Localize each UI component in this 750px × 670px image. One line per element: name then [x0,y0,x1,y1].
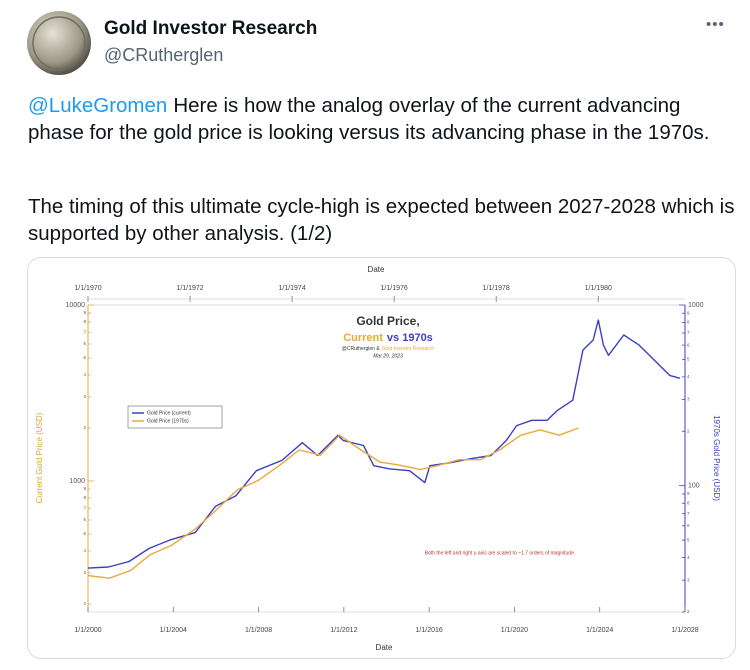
x-tick-label: 1/1/2028 [671,627,698,634]
post-text: The timing of this ultimate cycle-high i… [28,193,738,247]
y-tick-label: 3 [83,394,86,399]
y-tick-label: 9 [83,310,86,315]
y-tick-label: 6 [83,341,86,346]
post-text: @LukeGromen Here is how the analog overla… [28,92,738,146]
y2-tick-label: 8 [687,500,690,505]
post-text-body: Here is how the analog overlay of the cu… [28,94,710,144]
subtitle-author: @CRutherglen & [342,346,381,352]
x-tick-label: 1/1/2020 [501,627,528,634]
y2-tick-label: 3 [687,577,690,582]
y2-tick-label: 5 [687,537,690,542]
y-tick-label: 9 [83,486,86,491]
author-name[interactable]: Gold Investor Research [104,18,318,39]
y2-tick-label: 4 [687,374,690,379]
x2-tick-label: 1/1/1970 [74,285,101,292]
avatar-coin [27,11,91,75]
left-axis-title: Current Gold Price (USD) [35,412,44,503]
x-tick-label: 1/1/2016 [416,627,443,634]
y2-tick-label: 7 [687,330,690,335]
y2-tick-label: 2 [687,428,690,433]
y2-tick-label: 8 [687,320,690,325]
avatar[interactable] [26,10,92,76]
y-tick-label: 10000 [66,302,86,309]
y2-tick-label: 2 [687,609,690,614]
author-handle[interactable]: @CRutherglen [104,45,224,65]
legend-box [127,405,223,429]
x2-tick-label: 1/1/1980 [585,285,612,292]
y-tick-label: 6 [83,517,86,522]
avatar-rim [32,16,86,70]
y-tick-label: 4 [83,548,86,553]
legend-label: Gold Price (current) [147,410,191,416]
chart-subtitle: @CRutherglen & Gold Investor Research [342,346,435,352]
y2-tick-label: 3 [687,397,690,402]
x-tick-label: 1/1/2004 [160,627,187,634]
y-tick-label: 8 [83,495,86,500]
y2-tick-label: 6 [687,342,690,347]
y2-tick-label: 9 [687,310,690,315]
series-line [87,427,579,579]
title-current: Current [343,332,383,344]
bottom-axis-title: Date [376,643,393,652]
post-text-body: The timing of this ultimate cycle-high i… [28,195,735,245]
chart: Date Date Current Gold Price (USD) 1970s… [35,265,721,652]
y-tick-label: 5 [83,355,86,360]
x-tick-label: 1/1/2024 [586,627,613,634]
y-tick-label: 3 [83,570,86,575]
y-tick-label: 4 [83,372,86,377]
top-axis-title: Date [368,265,385,274]
more-menu[interactable]: ••• [706,16,725,33]
legend-label: Gold Price (1970s) [147,418,189,424]
x-tick-label: 1/1/2000 [74,627,101,634]
y2-tick-label: 5 [687,357,690,362]
annotation: Both the left and right y-axis are scale… [425,550,576,556]
x2-tick-label: 1/1/1978 [483,285,510,292]
y-tick-label: 1000 [69,478,85,485]
x2-tick-label: 1/1/1976 [381,285,408,292]
y-tick-label: 2 [83,425,86,430]
y2-tick-label: 7 [687,511,690,516]
y2-tick-label: 100 [688,483,700,490]
x2-tick-label: 1/1/1972 [176,285,203,292]
chart-title: Gold Price, [356,314,419,328]
mention[interactable]: @LukeGromen [28,94,168,117]
x2-tick-label: 1/1/1974 [278,285,305,292]
right-axis-title: 1970s Gold Price (USD) [712,415,721,501]
x-tick-label: 1/1/2012 [330,627,357,634]
title-vs: vs 1970s [387,332,433,344]
chart-image[interactable]: Date Date Current Gold Price (USD) 1970s… [27,257,736,659]
y-tick-label: 5 [83,531,86,536]
y2-tick-label: 1000 [688,302,704,309]
y-tick-label: 7 [83,329,86,334]
y-tick-label: 7 [83,505,86,510]
y-tick-label: 2 [83,601,86,606]
y2-tick-label: 4 [687,555,690,560]
chart-title-2: Current vs 1970s [343,332,433,344]
chart-date: Mar 29, 2023 [373,353,403,359]
y2-tick-label: 9 [687,491,690,496]
subtitle-org: Gold Investor Research [382,346,435,352]
y2-tick-label: 6 [687,523,690,528]
y-tick-label: 8 [83,319,86,324]
x-tick-label: 1/1/2008 [245,627,272,634]
